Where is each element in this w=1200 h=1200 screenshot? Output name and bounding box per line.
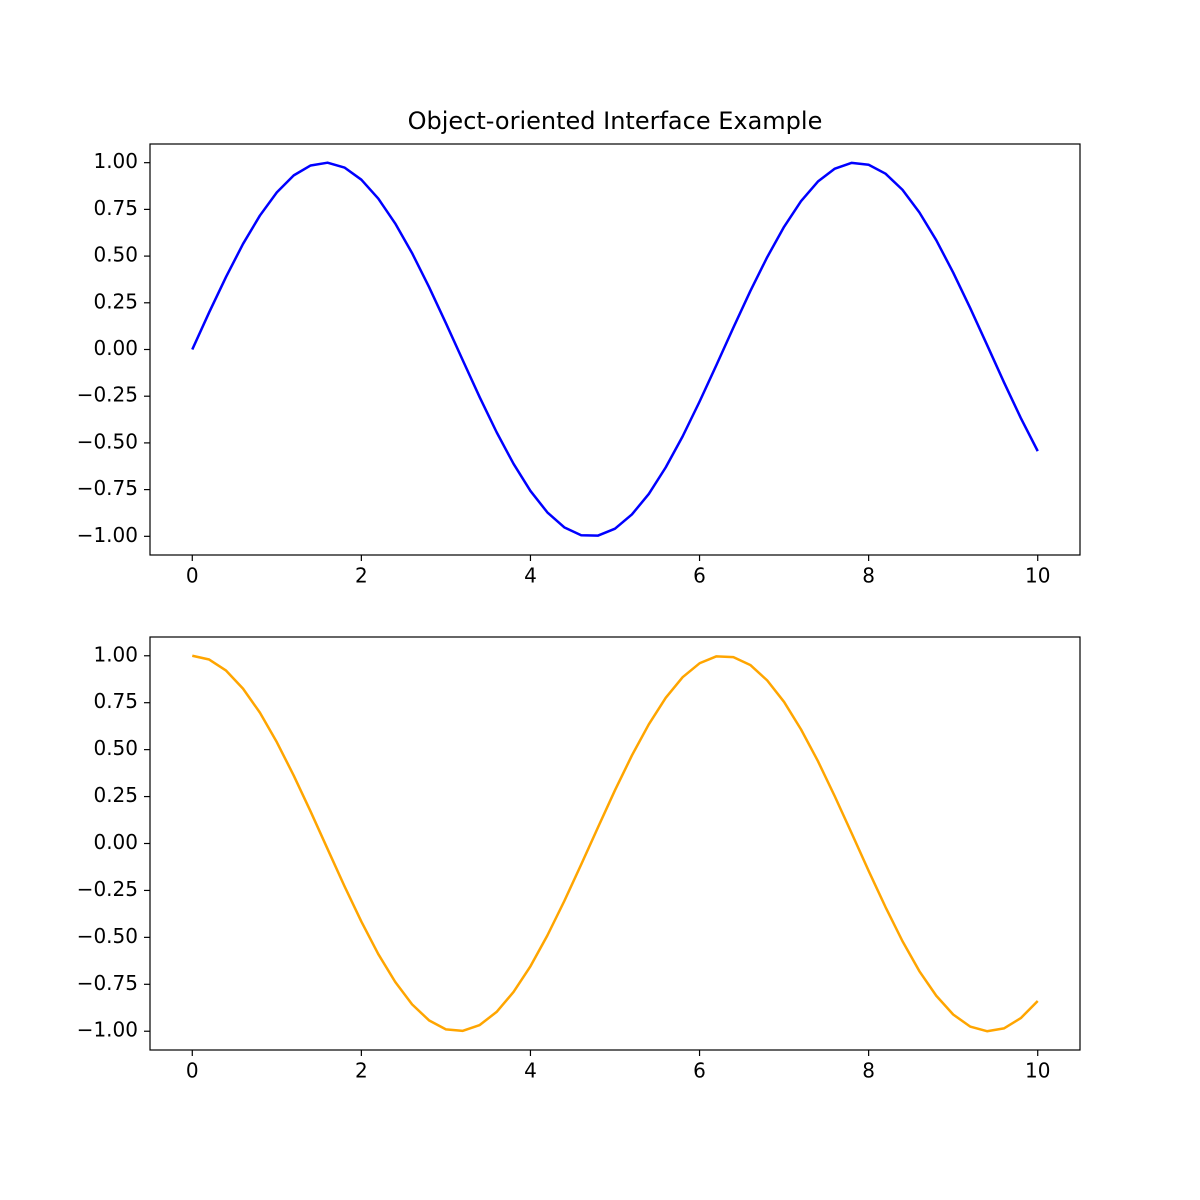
x-tick-label: 10: [1025, 564, 1050, 588]
axes-frame: [149, 143, 1081, 556]
y-tick-label: 1.00: [93, 642, 138, 666]
y-tick-label: −1.00: [77, 1018, 138, 1042]
x-tick-label: 0: [186, 1059, 199, 1083]
y-tick-label: −0.50: [77, 924, 138, 948]
data-line: [191, 654, 1039, 1033]
y-tick-label: 0.25: [93, 783, 138, 807]
y-tick-label: 0.00: [93, 336, 138, 360]
x-tick-label: 2: [355, 1059, 368, 1083]
y-tick-label: 0.75: [93, 689, 138, 713]
x-tick-label: 8: [862, 1059, 875, 1083]
y-tick-label: 1.00: [93, 149, 138, 173]
y-tick-label: −0.75: [77, 971, 138, 995]
x-tick-label: 6: [693, 1059, 706, 1083]
y-tick-label: 0.25: [93, 289, 138, 313]
y-tick-label: −0.25: [77, 383, 138, 407]
data-line: [191, 161, 1039, 537]
x-tick-label: 4: [524, 1059, 537, 1083]
y-tick-label: 0.50: [93, 736, 138, 760]
x-tick-label: 0: [186, 564, 199, 588]
x-tick-label: 8: [862, 564, 875, 588]
y-tick-label: 0.50: [93, 243, 138, 267]
y-tick-label: 0.75: [93, 196, 138, 220]
y-tick-label: −1.00: [77, 523, 138, 547]
x-tick-label: 2: [355, 564, 368, 588]
y-tick-label: −0.75: [77, 476, 138, 500]
y-tick-label: 0.00: [93, 830, 138, 854]
y-tick-label: −0.25: [77, 877, 138, 901]
x-tick-label: 6: [693, 564, 706, 588]
chart-title: Object-oriented Interface Example: [408, 107, 823, 135]
axes-frame: [149, 636, 1081, 1051]
y-tick-label: −0.50: [77, 429, 138, 453]
x-tick-label: 10: [1025, 1059, 1050, 1083]
x-tick-label: 4: [524, 564, 537, 588]
